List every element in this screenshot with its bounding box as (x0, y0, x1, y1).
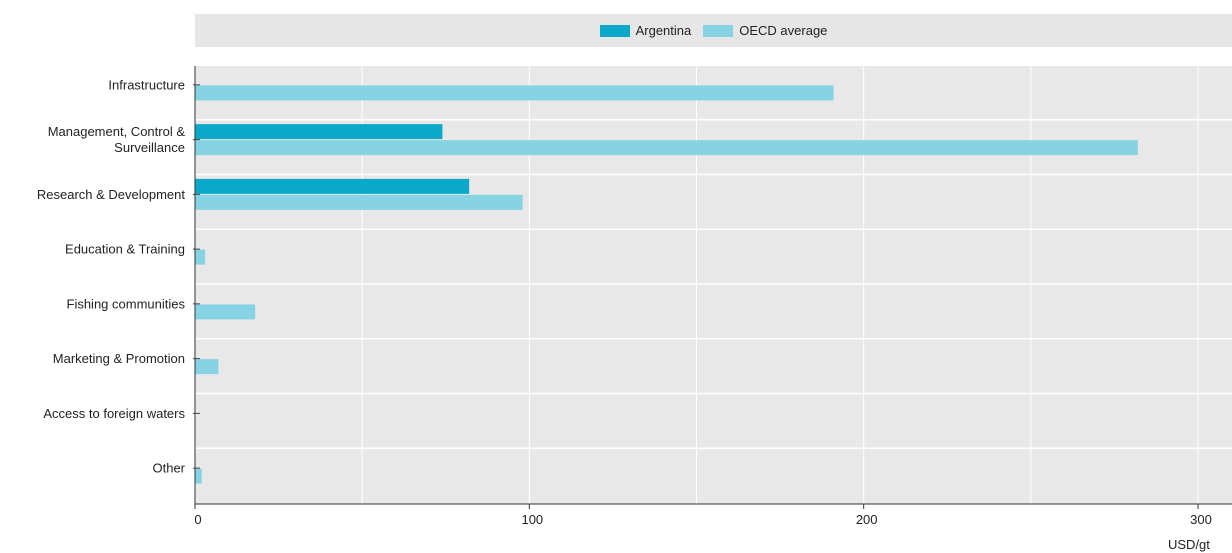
legend-swatch-argentina (599, 24, 630, 37)
bar-oecd (195, 249, 206, 265)
bar-argentina (195, 124, 443, 140)
category-label: Research & Development (37, 187, 186, 202)
x-tick-label: 100 (521, 512, 543, 527)
x-tick-label: 0 (194, 512, 201, 527)
x-tick-label: 300 (1190, 512, 1212, 527)
category-label: Infrastructure (108, 77, 185, 92)
category-label: Education & Training (65, 242, 185, 257)
bar-argentina (195, 178, 470, 194)
bar-oecd (195, 140, 1138, 156)
bar-oecd (195, 359, 219, 375)
legend-label-oecd: OECD average (739, 23, 828, 38)
x-axis-label: USD/gt (1168, 537, 1210, 552)
x-tick-label: 200 (856, 512, 878, 527)
category-label: Fishing communities (67, 296, 186, 311)
legend-label-argentina: Argentina (635, 23, 692, 38)
category-label: Other (152, 461, 185, 476)
bar-oecd (195, 194, 523, 210)
category-label: Access to foreign waters (43, 406, 185, 421)
legend: Argentina OECD average (195, 14, 1232, 47)
legend-swatch-oecd (703, 24, 734, 37)
legend-item-oecd: OECD average (703, 23, 827, 38)
bar-oecd (195, 304, 256, 320)
category-label: Marketing & Promotion (53, 351, 185, 366)
category-label: Management, Control & Surveillance (48, 124, 186, 155)
bar-oecd (195, 468, 202, 484)
legend-item-argentina: Argentina (599, 23, 692, 38)
bar-oecd (195, 85, 834, 101)
